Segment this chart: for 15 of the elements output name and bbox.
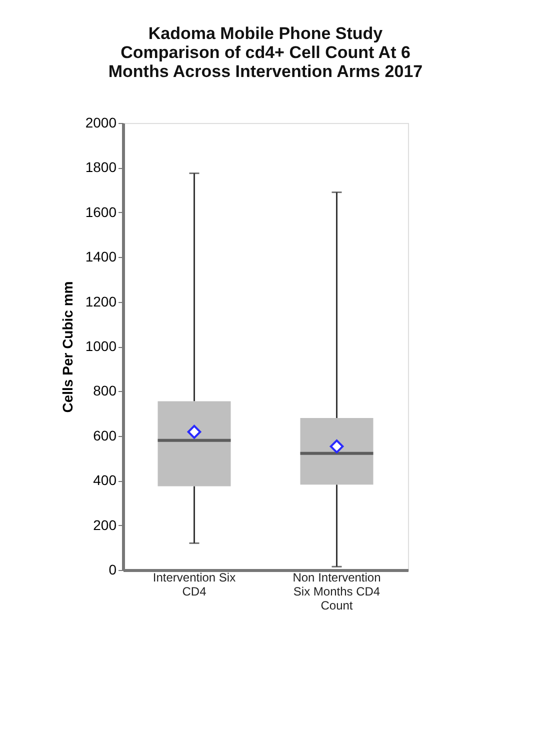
y-tick-label: 600 bbox=[93, 427, 117, 444]
y-tick-label: 200 bbox=[93, 516, 117, 533]
y-axis-title: Cells Per Cubic mm bbox=[59, 281, 76, 413]
y-tick-label: 2000 bbox=[85, 114, 117, 130]
y-tick-label: 1600 bbox=[85, 204, 117, 220]
y-tick-label: 1400 bbox=[85, 248, 117, 265]
y-tick-label: 1200 bbox=[85, 293, 117, 310]
x-tick-label: Intervention Six CD4 bbox=[152, 570, 236, 598]
y-tick-label: 400 bbox=[93, 472, 117, 488]
y-tick-label: 800 bbox=[93, 382, 117, 399]
y-tick-label: 0 bbox=[108, 562, 117, 578]
y-tick-label: 1000 bbox=[85, 338, 117, 354]
y-tick-label: 1800 bbox=[85, 159, 117, 176]
chart-title: Kadoma Mobile Phone Study Comparison of cd4+ Cell Count At 6 Months Across Intervention Arms 2017 bbox=[108, 24, 423, 81]
x-tick-label: Non Intervention Six Months CD4 Count bbox=[292, 570, 381, 612]
